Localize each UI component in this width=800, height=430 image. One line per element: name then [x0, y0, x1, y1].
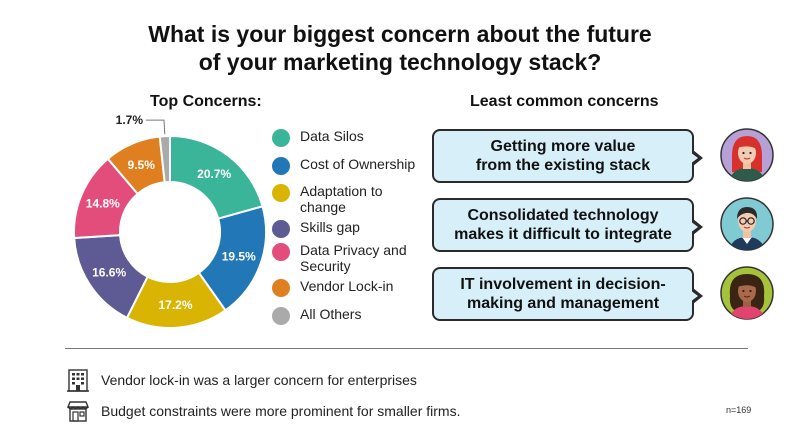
legend-label: Vendor Lock-in	[300, 278, 394, 294]
note-text: Vendor lock-in was a larger concern for …	[101, 372, 417, 388]
legend-swatch	[272, 279, 290, 297]
legend-swatch	[272, 129, 290, 147]
divider	[65, 348, 748, 349]
bubble-text: Getting more value from the existing stac…	[475, 138, 651, 174]
legend-label: Adaptation to change	[300, 183, 383, 215]
legend-label: Data Silos	[300, 128, 364, 144]
legend-item-data-privacy: Data Privacy and Security	[272, 242, 432, 274]
slice-all-others	[158, 134, 171, 184]
bubble-text: IT involvement in decision-making and ma…	[460, 276, 666, 312]
title-line-2: of your marketing technology stack?	[198, 49, 602, 75]
avatar-woman-red-hair-icon	[720, 128, 774, 182]
title-line-1: What is your biggest concern about the f…	[148, 21, 652, 47]
concern-bubble-it-involvement: IT involvement in decision-making and ma…	[432, 267, 703, 321]
note-text: Budget constraints were more prominent f…	[101, 403, 461, 419]
slice-label-skills-gap: 16.6%	[92, 265, 126, 279]
top-concerns-heading: Top Concerns:	[150, 93, 262, 110]
legend-swatch	[272, 184, 290, 202]
legend-label: All Others	[300, 306, 362, 322]
slice-label-adaptation-to-change: 17.2%	[158, 298, 192, 312]
bubble-tail	[690, 150, 703, 166]
slice-label-vendor-lock-in: 9.5%	[128, 158, 156, 172]
legend-item-adaptation-to-change: Adaptation to change	[272, 183, 432, 215]
legend-item-cost-of-ownership: Cost of Ownership	[272, 156, 432, 175]
avatar-woman-curly-hair-icon	[720, 266, 774, 320]
least-common-heading: Least common concerns	[470, 93, 659, 110]
chart-title: What is your biggest concern about the f…	[0, 20, 800, 76]
legend-item-vendor-lock-in: Vendor Lock-in	[272, 278, 432, 297]
avatar-woman-glasses-icon	[720, 197, 774, 251]
legend-label: Cost of Ownership	[300, 156, 416, 172]
slice-label-cost-of-ownership: 19.5%	[222, 250, 256, 264]
note-enterprise: Vendor lock-in was a larger concern for …	[65, 367, 417, 393]
legend-swatch	[272, 220, 290, 238]
legend-item-data-silos: Data Silos	[272, 128, 432, 147]
bubble-tail	[690, 288, 703, 304]
legend-swatch	[272, 307, 290, 325]
donut-chart: 20.7% 19.5% 17.2% 16.6% 14.8% 9.5% 1.7%	[73, 113, 267, 329]
bubble-tail	[690, 219, 703, 235]
legend-swatch	[272, 243, 290, 261]
note-small-firms: Budget constraints were more prominent f…	[65, 398, 460, 424]
office-building-icon	[67, 369, 89, 392]
storefront-icon	[66, 401, 90, 422]
legend-swatch	[272, 157, 290, 175]
legend-label: Skills gap	[300, 219, 360, 235]
bubble-text: Consolidated technology makes it difficul…	[454, 207, 672, 243]
slice-label-all-others: 1.7%	[116, 113, 144, 127]
legend-item-skills-gap: Skills gap	[272, 219, 432, 238]
leader-line	[146, 119, 166, 135]
concern-bubble-consolidated-tech: Consolidated technology makes it difficul…	[432, 198, 703, 252]
concern-bubble-more-value: Getting more value from the existing stac…	[432, 129, 703, 183]
sample-size: n=169	[726, 405, 752, 415]
slice-label-data-silos: 20.7%	[197, 167, 231, 181]
legend-item-all-others: All Others	[272, 306, 432, 325]
slice-label-data-privacy-and-security: 14.8%	[86, 196, 120, 210]
legend-label: Data Privacy and Security	[300, 242, 407, 274]
